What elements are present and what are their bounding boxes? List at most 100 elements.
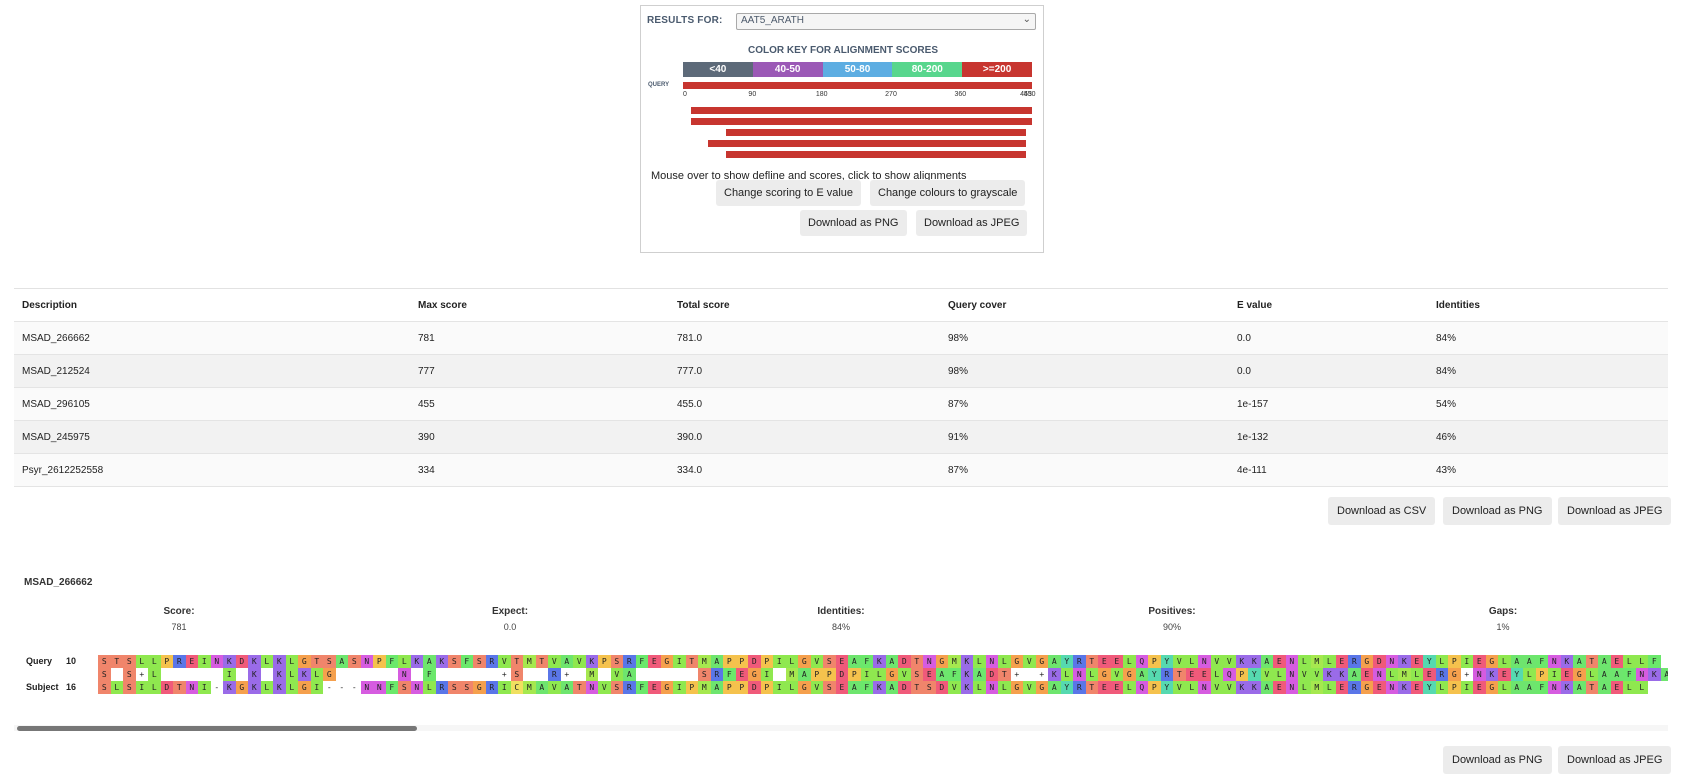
residue: S — [323, 655, 336, 668]
stat-identities: Identities: 84% — [781, 606, 901, 632]
residue: S — [348, 655, 361, 668]
residue: T — [173, 681, 186, 694]
header-query-cover[interactable]: Query cover — [948, 299, 1007, 311]
residue: A — [1523, 655, 1536, 668]
residue: R — [1160, 668, 1173, 681]
hit-bar[interactable] — [690, 118, 1032, 125]
table-download-jpeg-button[interactable]: Download as JPEG — [1558, 497, 1672, 525]
residue: R — [485, 655, 498, 668]
chevron-down-icon: ⌄ — [1022, 14, 1031, 25]
residue: L — [1498, 655, 1511, 668]
residue: E — [1335, 655, 1348, 668]
residue: L — [1323, 655, 1336, 668]
change-scoring-button[interactable]: Change scoring to E value — [716, 180, 862, 206]
color-key-cell: 80-200 — [892, 62, 963, 77]
alignment-download-png-button[interactable]: Download as PNG — [1443, 746, 1552, 774]
residue: + — [139, 670, 145, 679]
residue: P — [723, 681, 736, 694]
residue: N — [985, 655, 998, 668]
residue: N — [1635, 668, 1648, 681]
residue: E — [835, 681, 848, 694]
graphic-download-jpeg-button[interactable]: Download as JPEG — [916, 210, 1028, 236]
cell-e-value: 1e-132 — [1237, 431, 1269, 443]
residue: L — [785, 655, 798, 668]
hit-bar[interactable] — [726, 151, 1026, 158]
residue: F — [1623, 668, 1636, 681]
residue: L — [1435, 681, 1448, 694]
stat-gaps-value: 1% — [1496, 622, 1510, 632]
residue: R — [1348, 655, 1361, 668]
header-max-score[interactable]: Max score — [418, 299, 467, 311]
horizontal-scrollbar[interactable] — [14, 725, 1668, 731]
residue: T — [998, 668, 1011, 681]
table-download-png-button[interactable]: Download as PNG — [1443, 497, 1552, 525]
table-download-csv-button[interactable]: Download as CSV — [1328, 497, 1436, 525]
residue: L — [873, 668, 886, 681]
cell-query-cover: 87% — [948, 398, 969, 410]
residue: S — [510, 668, 523, 681]
header-total-score[interactable]: Total score — [677, 299, 730, 311]
residue: G — [1098, 668, 1111, 681]
residue: K — [410, 655, 423, 668]
residue: G — [1360, 655, 1373, 668]
table-row[interactable]: MSAD_245975 390 390.0 91% 1e-132 46% — [14, 421, 1668, 454]
color-key-cell: 50-80 — [822, 62, 893, 77]
cell-total-score: 777.0 — [677, 365, 703, 377]
residue: V — [573, 655, 586, 668]
residue: Y — [1148, 668, 1161, 681]
header-e-value[interactable]: E value — [1237, 299, 1273, 311]
residue: P — [1448, 655, 1461, 668]
residue — [1023, 668, 1036, 681]
residue: A — [1660, 668, 1668, 681]
residue: G — [235, 681, 248, 694]
residue: S — [398, 681, 411, 694]
residue: G — [1485, 681, 1498, 694]
residue: M — [1398, 668, 1411, 681]
header-identities[interactable]: Identities — [1436, 299, 1480, 311]
residue — [461, 668, 474, 681]
scrollbar-thumb[interactable] — [17, 726, 417, 731]
residue — [661, 668, 674, 681]
residue: I — [310, 681, 323, 694]
residue: P — [1148, 655, 1161, 668]
hit-bar[interactable] — [726, 129, 1026, 136]
residue: G — [1010, 655, 1023, 668]
hit-bar[interactable] — [708, 140, 1026, 147]
residue: F — [1648, 655, 1661, 668]
cell-description: Psyr_2612252558 — [22, 464, 104, 476]
table-row[interactable]: MSAD_212524 777 777.0 98% 0.0 84% — [14, 355, 1668, 388]
residue: G — [660, 655, 673, 668]
residue: L — [260, 655, 273, 668]
graphic-download-png-button[interactable]: Download as PNG — [800, 210, 907, 236]
hit-bar[interactable] — [690, 107, 1032, 114]
residue: S — [448, 681, 461, 694]
table-row[interactable]: MSAD_266662 781 781.0 98% 0.0 84% — [14, 322, 1668, 355]
residue: E — [1335, 681, 1348, 694]
residue: S — [98, 681, 111, 694]
residue: L — [1623, 681, 1636, 694]
results-for-select[interactable]: AAT5_ARATH ⌄ — [736, 13, 1036, 30]
residue: G — [748, 668, 761, 681]
residue: M — [523, 681, 536, 694]
residue: S — [460, 681, 473, 694]
residue: R — [623, 681, 636, 694]
header-description[interactable]: Description — [22, 299, 78, 311]
table-row[interactable]: Psyr_2612252558 334 334.0 87% 4e-111 43% — [14, 454, 1668, 487]
residue: V — [1210, 681, 1223, 694]
residue: K — [1248, 681, 1261, 694]
table-row[interactable]: MSAD_296105 455 455.0 87% 1e-157 54% — [14, 388, 1668, 421]
residue: L — [1410, 668, 1423, 681]
color-key-cell: <40 — [683, 62, 753, 77]
change-colours-button[interactable]: Change colours to grayscale — [870, 180, 1026, 206]
residue: V — [548, 655, 561, 668]
residue — [261, 668, 274, 681]
residue — [186, 668, 199, 681]
residue: A — [710, 655, 723, 668]
residue — [436, 668, 449, 681]
cell-e-value: 0.0 — [1237, 332, 1251, 344]
stat-score: Score: 781 — [119, 606, 239, 632]
residue — [336, 668, 349, 681]
axis-tick-label: 450 — [1023, 91, 1036, 98]
alignment-download-jpeg-button[interactable]: Download as JPEG — [1558, 746, 1672, 774]
